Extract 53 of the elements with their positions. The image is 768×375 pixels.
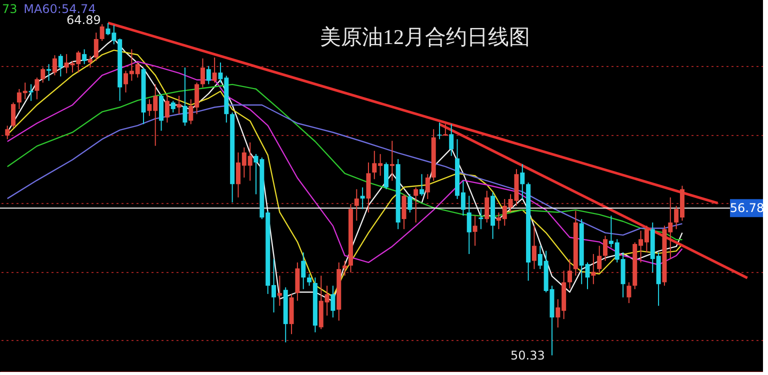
ref-line-label: 56.78	[730, 201, 764, 216]
candlestick	[164, 94, 170, 124]
candlestick	[414, 186, 418, 224]
candlestick	[52, 54, 57, 76]
candlestick	[478, 208, 484, 230]
candlestick	[384, 162, 388, 190]
candlestick	[206, 65, 211, 85]
candlestick	[5, 125, 10, 140]
candlestick	[40, 67, 46, 84]
candlestick	[28, 84, 34, 102]
candlestick	[200, 58, 205, 88]
candlestick	[568, 258, 572, 289]
candlestick	[354, 188, 359, 222]
candlestick	[94, 32, 98, 62]
candlestick	[425, 174, 430, 200]
text: 美原油12月合约日线图	[320, 25, 530, 49]
candlestick	[11, 102, 16, 128]
candlestick	[360, 186, 365, 210]
annotation: 50.33	[510, 348, 545, 362]
candlestick	[100, 24, 104, 42]
candlestick	[170, 100, 176, 114]
candlestick	[342, 260, 348, 276]
candlestick	[472, 215, 478, 246]
candlestick	[443, 124, 448, 136]
candlestick	[82, 48, 87, 65]
candlestick	[408, 194, 412, 213]
candlestick	[34, 77, 40, 100]
candlestick	[176, 95, 182, 115]
candlestick	[88, 55, 92, 68]
text: MA60:54.74	[24, 2, 96, 16]
candlestick	[402, 194, 406, 230]
candlestick	[532, 225, 536, 270]
candlestick	[307, 274, 312, 286]
candlestick	[46, 64, 52, 82]
candlestick	[597, 245, 602, 273]
candlestick	[301, 252, 306, 290]
candlestick	[591, 254, 596, 285]
candlestick	[212, 57, 217, 84]
candlestick	[330, 285, 336, 318]
candlestick	[626, 282, 632, 304]
annotation: 64.89	[66, 13, 101, 28]
candlestick	[466, 195, 472, 255]
candlestick	[603, 235, 608, 262]
candlestick	[520, 164, 525, 200]
candlestick	[420, 174, 424, 196]
candlestick	[437, 122, 442, 140]
candlestick	[484, 190, 490, 224]
candlestick	[277, 275, 282, 306]
candlestick	[182, 67, 188, 126]
candlestick	[449, 124, 454, 156]
text: 73	[2, 2, 18, 16]
candlestick	[58, 54, 63, 77]
candlestick	[390, 140, 394, 182]
